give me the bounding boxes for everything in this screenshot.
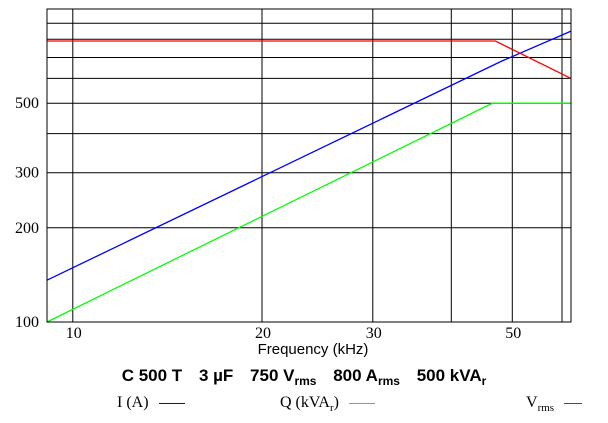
chart-title: C 500 T 3 µF 750 Vrms 800 Arms 500 kVAr [0,366,608,388]
y-tick-label-300: 300 [15,165,39,182]
x-tick-label-20: 20 [255,325,271,342]
title-current-sub: rms [377,374,400,388]
legend-label-voltage: V [526,394,538,411]
plot-frame [46,8,572,323]
plot-background [47,9,571,322]
y-tick-label-500: 500 [15,95,39,112]
x-tick-label-30: 30 [366,325,382,342]
title-power-sub: r [481,374,487,388]
legend-label-reactive-power: Q (kVA [280,394,330,411]
title-capacitance: 3 µF [198,366,234,385]
x-tick-label-50: 50 [505,325,521,342]
y-tick-label-100: 100 [15,314,39,331]
legend-label-current: I (A) [117,394,149,411]
y-tick-label-200: 200 [15,220,39,237]
series-line-reactive-power [46,102,571,323]
legend-label-voltage-sub: rms [537,402,555,415]
legend-label-reactive-power-tail: ) [333,394,339,411]
tick-layer: 10 20 30 50 100 200 300 500 [15,95,521,342]
legend-swatch-current [158,402,185,404]
title-power: 500 kVA [416,366,482,385]
series-layer [46,30,572,323]
legend-label-reactive-power-sub: r [329,402,334,415]
title-voltage-sub: rms [294,374,317,388]
title-current: 800 A [333,366,378,385]
grid-layer [47,9,571,322]
x-tick-label-10: 10 [66,325,82,342]
title-voltage: 750 V [250,366,295,385]
title-model: C 500 T [121,366,183,385]
legend-item-current: I (A) [117,394,185,412]
legend-item-reactive-power: Q (kVAr) [280,394,375,414]
series-line-voltage [47,40,572,79]
x-axis-label: Frequency (kHz) [257,341,369,358]
legend-swatch-voltage [564,402,583,404]
legend-item-voltage: Vrms [526,394,583,415]
series-line-current [46,30,572,281]
legend-swatch-reactive-power [348,402,375,404]
